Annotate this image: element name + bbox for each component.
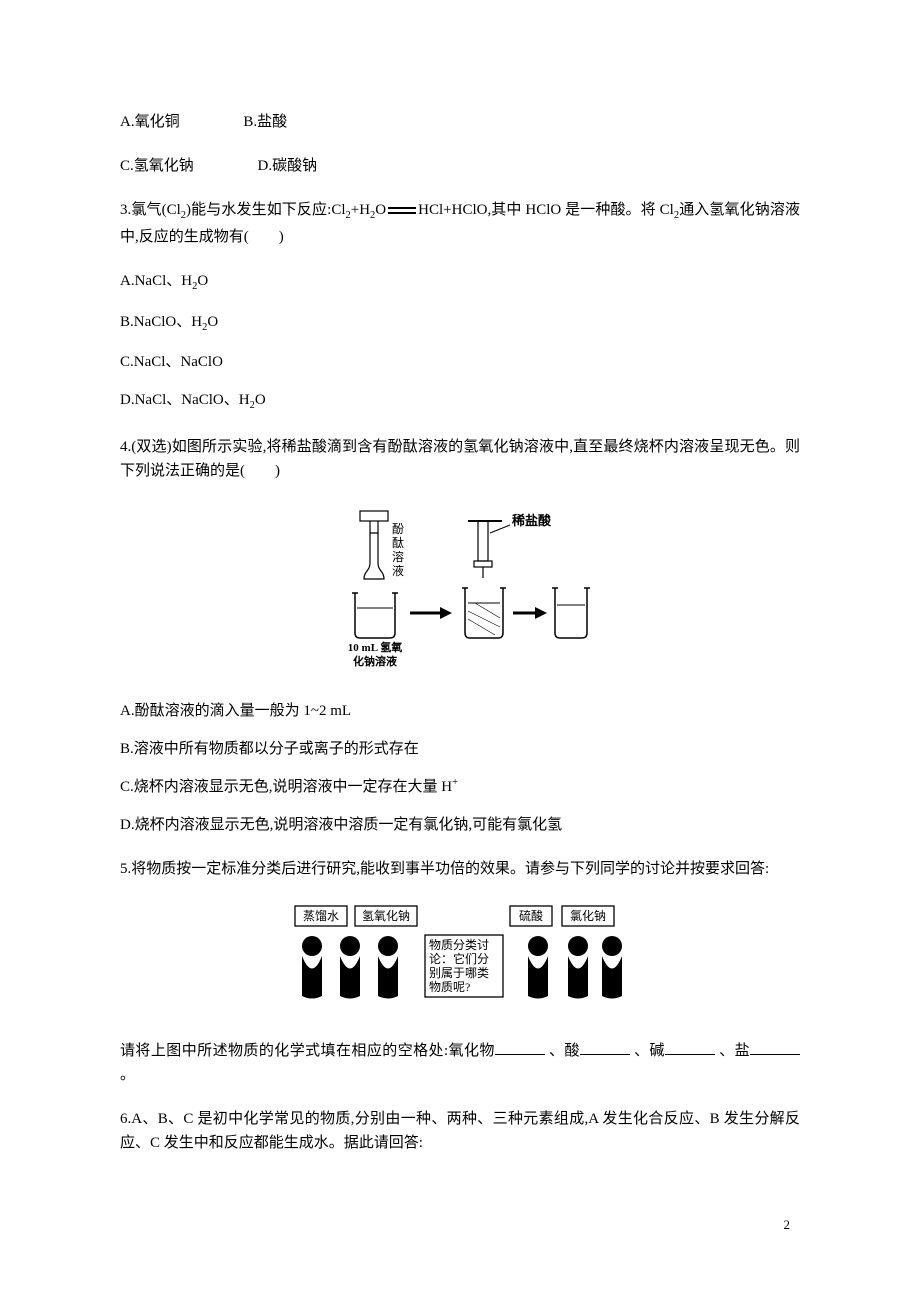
q5-blank-salt[interactable] [750, 1039, 800, 1055]
q5-answer-line: 请将上图中所述物质的化学式填在相应的空格处:氧化物 、酸 、碱 、盐 。 [120, 1039, 800, 1087]
svg-text:物质呢?: 物质呢? [429, 980, 470, 994]
q2-option-c: C.氢氧化钠 [120, 154, 194, 178]
q2-option-b: B.盐酸 [243, 110, 287, 134]
q5-stem: 5.将物质按一定标准分类后进行研究,能收到事半功倍的效果。请参与下列同学的讨论并… [120, 857, 800, 881]
svg-text:物质分类讨: 物质分类讨 [429, 938, 489, 952]
svg-text:酚: 酚 [392, 522, 404, 536]
svg-text:别属于哪类: 别属于哪类 [429, 966, 489, 980]
q3-option-b: B.NaClO、H2O [120, 310, 800, 337]
svg-text:10 mL 氢氧: 10 mL 氢氧 [348, 640, 402, 654]
q4-figure: 酚 酞 溶 液 10 mL 氢氧 化钠溶液 稀盐酸 [120, 503, 800, 681]
svg-text:氢氧化钠: 氢氧化钠 [362, 908, 410, 923]
svg-text:液: 液 [392, 563, 404, 578]
q4-option-a: A.酚酞溶液的滴入量一般为 1~2 mL [120, 699, 800, 723]
q5-blank-base[interactable] [665, 1039, 715, 1055]
svg-text:论：它们分: 论：它们分 [429, 951, 489, 966]
svg-text:稀盐酸: 稀盐酸 [512, 513, 552, 528]
svg-text:氯化钠: 氯化钠 [570, 908, 606, 923]
q2-option-d: D.碳酸钠 [258, 154, 318, 178]
svg-text:硫酸: 硫酸 [519, 908, 543, 923]
q6-stem: 6.A、B、C 是初中化学常见的物质,分别由一种、两种、三种元素组成,A 发生化… [120, 1107, 800, 1155]
q3-option-c: C.NaCl、NaClO [120, 350, 800, 374]
q4-stem: 4.(双选)如图所示实验,将稀盐酸滴到含有酚酞溶液的氢氧化钠溶液中,直至最终烧杯… [120, 435, 800, 483]
q2-option-a: A.氧化铜 [120, 110, 180, 134]
svg-text:酞: 酞 [392, 535, 404, 550]
svg-text:蒸馏水: 蒸馏水 [303, 909, 339, 923]
q3-option-a: A.NaCl、H2O [120, 269, 800, 296]
page-number: 2 [120, 1215, 800, 1236]
q5-figure: 蒸馏水 氢氧化钠 硫酸 氯化钠 物质分类讨 论：它们分 别属于哪类 物质呢? [120, 901, 800, 1019]
q4-option-d: D.烧杯内溶液显示无色,说明溶液中溶质一定有氯化钠,可能有氯化氢 [120, 813, 800, 837]
svg-text:溶: 溶 [392, 549, 404, 564]
q5-blank-acid[interactable] [580, 1039, 630, 1055]
q4-option-b: B.溶液中所有物质都以分子或离子的形式存在 [120, 737, 800, 761]
q5-blank-oxide[interactable] [495, 1039, 545, 1055]
q4-option-c: C.烧杯内溶液显示无色,说明溶液中一定存在大量 H+ [120, 775, 800, 799]
svg-text:化钠溶液: 化钠溶液 [353, 654, 398, 668]
reaction-arrow-icon [388, 207, 416, 214]
q3-stem: 3.氯气(Cl2)能与水发生如下反应:Cl2+H2OHCl+HClO,其中 HC… [120, 198, 800, 249]
q3-option-d: D.NaCl、NaClO、H2O [120, 388, 800, 415]
